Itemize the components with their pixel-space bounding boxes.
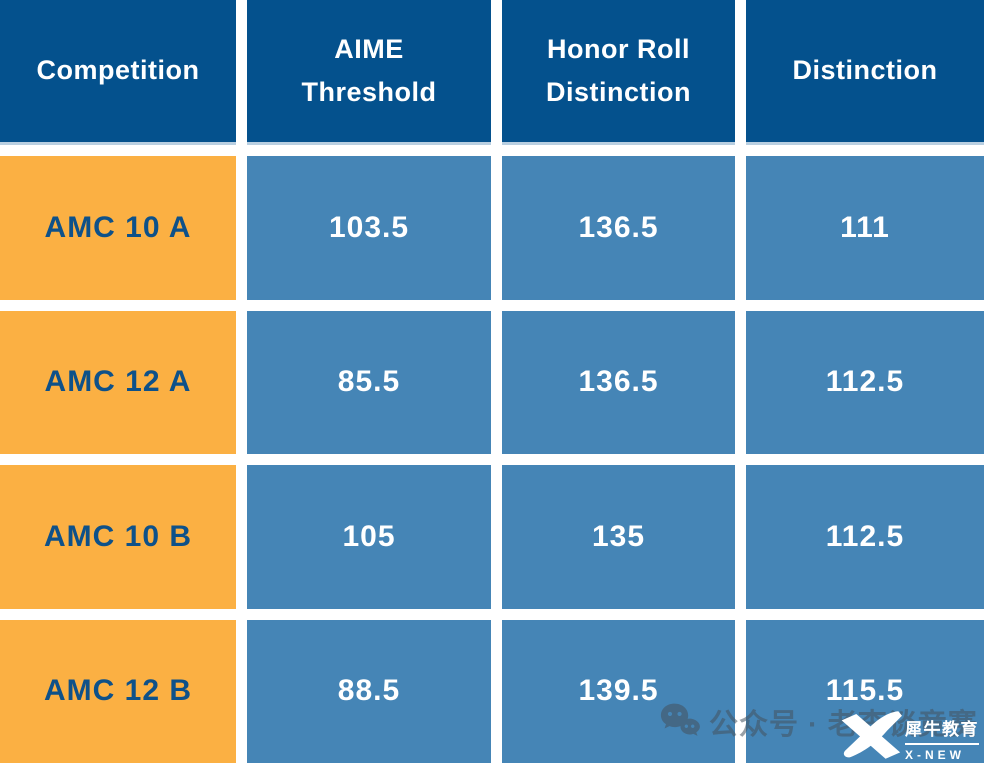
- cell-amc12a-honor-roll: 136.5: [502, 310, 735, 454]
- row-label-amc-10b: AMC 10 B: [0, 465, 236, 609]
- cell-amc12b-distinction: 115.5: [746, 619, 984, 763]
- cell-amc10a-aime: 103.5: [247, 156, 491, 300]
- cell-amc10a-honor-roll: 136.5: [502, 156, 735, 300]
- row-label-amc-12a: AMC 12 A: [0, 310, 236, 454]
- cell-amc10b-distinction: 112.5: [746, 465, 984, 609]
- row-label-amc-12b: AMC 12 B: [0, 619, 236, 763]
- row-label-amc-10a: AMC 10 A: [0, 156, 236, 300]
- column-header-competition: Competition: [0, 0, 236, 145]
- column-header-distinction: Distinction: [746, 0, 984, 145]
- cell-amc10b-aime: 105: [247, 465, 491, 609]
- column-header-aime-threshold: AIME Threshold: [247, 0, 491, 145]
- cell-amc12b-aime: 88.5: [247, 619, 491, 763]
- cell-amc10b-honor-roll: 135: [502, 465, 735, 609]
- cell-amc10a-distinction: 111: [746, 156, 984, 300]
- cell-amc12a-aime: 85.5: [247, 310, 491, 454]
- column-header-honor-roll-distinction: Honor Roll Distinction: [502, 0, 735, 145]
- cell-amc12a-distinction: 112.5: [746, 310, 984, 454]
- cell-amc12b-honor-roll: 139.5: [502, 619, 735, 763]
